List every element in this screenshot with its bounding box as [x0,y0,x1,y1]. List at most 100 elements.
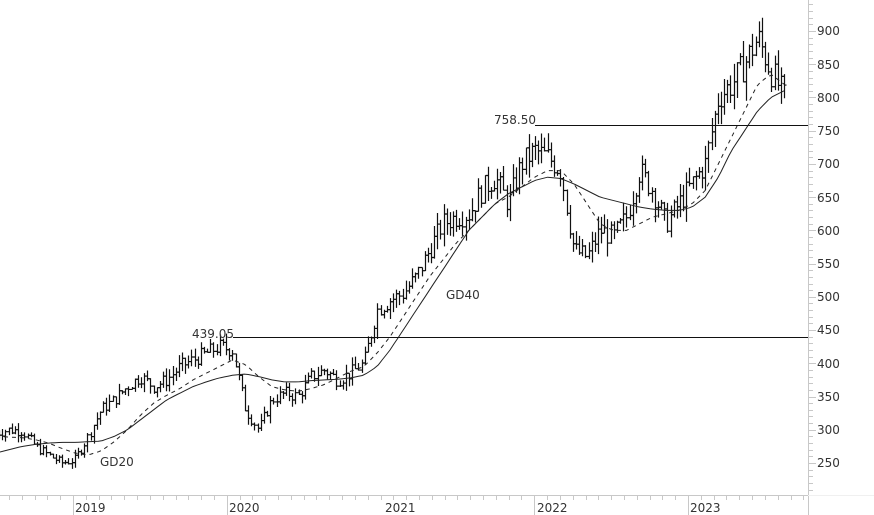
x-tick-label: 2021 [385,501,416,515]
ohlc-bar [193,348,198,367]
ohlc-bar [410,268,415,289]
ohlc-bar [426,247,431,263]
gd20-moving-average-line [0,74,785,456]
ohlc-bar [325,368,330,380]
ohlc-bar [347,372,352,387]
ohlc-bar [776,50,781,91]
ohlc-bar [779,67,784,104]
ohlc-bar [281,390,286,399]
ohlc-bar [520,157,525,185]
y-tick-label: 450 [817,323,840,337]
gd40-moving-average-line [0,90,785,453]
ohlc-bar [754,36,759,57]
ohlc-bar [0,429,5,441]
ohlc-bar [637,177,642,203]
y-tick-label: 350 [817,390,840,404]
ohlc-bar [505,185,510,218]
ohlc-bar [322,368,327,376]
ohlc-bar [580,239,585,257]
ohlc-bar [284,382,289,396]
ohlc-bar [306,372,311,384]
ohlc-bar [41,444,46,456]
ohlc-bar [486,166,491,201]
ohlc-bar [508,184,513,222]
ohlc-bar [492,180,497,192]
ohlc-bar [287,382,292,402]
ohlc-bar [155,387,160,398]
ohlc-bar [732,63,737,110]
ohlc-bar [29,432,34,438]
ohlc-bar [139,377,144,389]
ohlc-bar [643,158,648,178]
ohlc-bar [435,213,440,250]
ohlc-bar [293,388,298,405]
ohlc-bar [728,75,733,104]
ohlc-bar [208,339,213,353]
ohlc-bar [3,429,8,442]
ohlc-bar [577,235,582,255]
ohlc-bar [744,56,749,101]
ohlc-bar [536,140,541,165]
ohlc-bar [174,367,179,382]
ohlc-bar [215,344,220,356]
gd40-label: GD40 [446,288,480,302]
y-tick-label: 650 [817,191,840,205]
ohlc-bar [454,209,459,232]
ohlc-bar [199,342,204,366]
ohlc-bar [22,432,27,441]
ohlc-bar [126,386,131,397]
ohlc-bar [628,204,633,221]
ohlc-bar [697,167,702,179]
x-tick-label: 2020 [229,501,260,515]
ohlc-bar [763,41,768,73]
ohlc-bar [719,91,724,125]
ohlc-bar [366,336,371,353]
y-tick-label: 600 [817,224,840,238]
x-axis-ticks [9,496,804,515]
ohlc-bar [429,243,434,264]
ohlc-bar [161,371,166,388]
ohlc-bar [738,53,743,66]
ohlc-bar [44,445,49,458]
ohlc-bar [710,117,715,151]
ohlc-bar [438,219,443,240]
gd20-line [0,74,785,456]
ohlc-bar [442,204,447,247]
ohlc-bar [275,394,280,407]
ohlc-bar [271,397,276,405]
ohlc-bar [782,74,787,99]
ohlc-bar [479,185,484,208]
ohlc-bar [397,290,402,306]
ohlc-bar [95,412,100,430]
ohlc-bar [432,225,437,259]
y-tick-label: 300 [817,423,840,437]
ohlc-bar [259,413,264,431]
ohlc-bar [483,174,488,204]
ohlc-bar [552,155,557,177]
ohlc-bar [659,199,664,210]
ohlc-bar [621,202,626,232]
ohlc-bar [605,219,610,257]
ohlc-bar [593,232,598,252]
ohlc-bar [391,293,396,313]
ohlc-bar [309,368,314,379]
ohlc-bar [133,378,138,392]
ohlc-bar [445,208,450,235]
ohlc-bar [650,187,655,203]
ohlc-bar [599,216,604,244]
ohlc-bar [117,383,122,405]
ohlc-bar [735,62,740,99]
ohlc-bar [363,346,368,365]
ohlc-bar [60,454,65,468]
x-tick-label: 2023 [690,501,721,515]
ohlc-bar [757,21,762,48]
ohlc-bar [687,167,692,187]
plot-area [0,17,787,469]
y-tick-label: 900 [817,24,840,38]
ohlc-bar [180,352,185,372]
ohlc-bar [240,374,245,392]
ohlc-bar [98,411,103,425]
level-label-758: 758.50 [494,113,536,127]
ohlc-bar [716,93,721,125]
ohlc-bar [631,191,636,226]
